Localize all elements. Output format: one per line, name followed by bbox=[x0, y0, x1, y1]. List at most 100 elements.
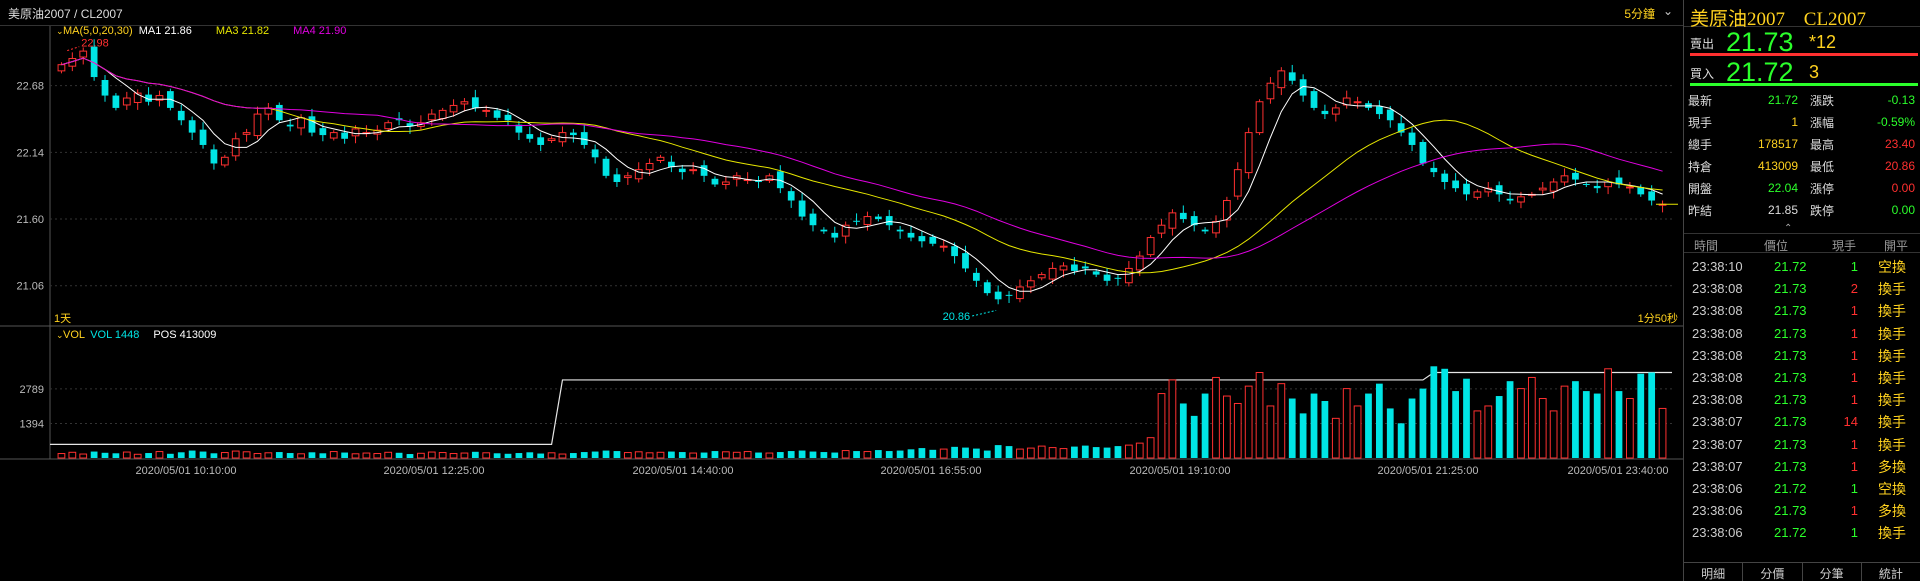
candle-body bbox=[1037, 274, 1046, 279]
tick-row[interactable]: 23:38:08 21.73 1 換手 bbox=[1684, 366, 1920, 388]
vol-tick-label: 2789 bbox=[20, 384, 44, 396]
kline-chart[interactable]: 22.68 22.14 21.60 21.06 2789 1394 MA(5,0,20,30… bbox=[0, 25, 1683, 581]
volume-bar bbox=[1321, 401, 1329, 458]
candle-body bbox=[406, 123, 414, 127]
candle-body bbox=[1071, 264, 1078, 271]
tick-row[interactable]: 23:38:08 21.73 1 換手 bbox=[1684, 299, 1920, 321]
tick-qty: 1 bbox=[1850, 480, 1858, 496]
ticks-list[interactable]: 23:38:10 21.72 1 空換 23:38:08 21.73 2 換手 23:38:08… bbox=[1684, 255, 1920, 543]
volume-bar bbox=[591, 451, 599, 458]
ma-legend-label: MA(5,0,20,30) bbox=[63, 26, 133, 37]
candle-body bbox=[983, 282, 991, 294]
candle-body bbox=[101, 80, 109, 96]
ask-row[interactable]: 賣出 21.73 *12 bbox=[1684, 27, 1920, 57]
candle-body bbox=[689, 169, 698, 172]
tick-time: 23:38:10 bbox=[1692, 259, 1743, 274]
stats-row: 昨結 21.85 跌停 0.00 bbox=[1684, 199, 1919, 221]
collapse-caret-icon[interactable]: ⌃ bbox=[1784, 223, 1793, 234]
low-marker: 20.86 bbox=[943, 311, 971, 323]
col-time: 時間 bbox=[1694, 239, 1719, 253]
instrument-code: CL2007 bbox=[1803, 9, 1867, 30]
tick-row[interactable]: 23:38:06 21.73 1 多換 bbox=[1684, 499, 1920, 521]
tab-detail[interactable]: 明細 bbox=[1684, 563, 1744, 581]
vol-legend: VOL VOL 1448 POS 413009 bbox=[63, 329, 216, 341]
volume-bar bbox=[242, 451, 251, 459]
volume-bar bbox=[1342, 388, 1351, 459]
high-marker-leader bbox=[67, 46, 80, 52]
tick-qty: 1 bbox=[1850, 303, 1858, 319]
tick-row[interactable]: 23:38:06 21.72 1 空換 bbox=[1684, 477, 1920, 499]
volume-bar bbox=[700, 452, 708, 458]
tick-row[interactable]: 23:38:07 21.73 14 換手 bbox=[1684, 410, 1920, 432]
ma1-legend: MA1 21.86 bbox=[139, 26, 192, 37]
volume-bar bbox=[809, 451, 817, 458]
volume-bar bbox=[286, 453, 294, 458]
candle-body bbox=[308, 116, 316, 133]
volume-bar bbox=[1146, 437, 1155, 459]
candle-body bbox=[1408, 132, 1416, 145]
candle-body bbox=[1375, 106, 1383, 115]
stats-row: 持倉 413009 最低 20.86 bbox=[1684, 155, 1919, 177]
bid-row[interactable]: 買入 21.72 3 bbox=[1684, 57, 1920, 87]
candle-body bbox=[951, 246, 958, 257]
tick-row[interactable]: 23:38:10 21.72 1 空換 bbox=[1684, 255, 1920, 277]
tab-stats[interactable]: 統計 bbox=[1878, 567, 1903, 581]
chevron-down-icon[interactable]: ⌄ bbox=[1662, 4, 1673, 18]
volume-bar bbox=[787, 451, 795, 458]
candle-body bbox=[351, 128, 360, 137]
candle-body bbox=[1146, 237, 1155, 256]
candle-body bbox=[1593, 185, 1601, 189]
candle-body bbox=[210, 149, 218, 164]
tick-price: 21.73 bbox=[1774, 325, 1807, 341]
candle-body bbox=[319, 128, 327, 136]
tick-type: 換手 bbox=[1878, 347, 1906, 364]
candle-body bbox=[1005, 294, 1013, 296]
tab-trades[interactable]: 分筆 bbox=[1803, 563, 1862, 581]
tick-type: 換手 bbox=[1878, 303, 1906, 320]
stat-label: 總手 bbox=[1688, 137, 1713, 152]
candle-body bbox=[1168, 212, 1177, 229]
tick-row[interactable]: 23:38:08 21.73 1 換手 bbox=[1684, 344, 1920, 366]
tick-row[interactable]: 23:38:08 21.73 2 換手 bbox=[1684, 277, 1920, 299]
candle-body bbox=[1288, 72, 1296, 81]
panel-title: 美原油2007 CL2007 bbox=[1684, 0, 1920, 30]
tab-price-dist[interactable]: 分價 bbox=[1743, 563, 1803, 581]
volume-bar bbox=[1549, 410, 1558, 459]
volume-bar bbox=[504, 453, 512, 458]
volume-bar bbox=[896, 450, 904, 458]
volume-bar bbox=[1386, 408, 1394, 458]
tick-row[interactable]: 23:38:07 21.73 1 多換 bbox=[1684, 455, 1920, 477]
tick-price: 21.73 bbox=[1774, 503, 1807, 519]
candle-body bbox=[1452, 180, 1459, 189]
candle-body bbox=[874, 216, 882, 220]
chart-svg[interactable]: 22.68 22.14 21.60 21.06 2789 1394 MA(5,0,20,30… bbox=[0, 25, 1683, 581]
tick-row[interactable]: 23:38:08 21.73 1 換手 bbox=[1684, 388, 1920, 410]
ma4-legend: MA4 21.90 bbox=[293, 26, 346, 37]
volume-bar bbox=[210, 453, 218, 458]
tick-type: 空換 bbox=[1878, 480, 1906, 497]
volume-bar bbox=[1277, 383, 1286, 459]
tick-row[interactable]: 23:38:07 21.73 1 換手 bbox=[1684, 433, 1920, 455]
tick-type: 多換 bbox=[1878, 458, 1906, 475]
candle-body bbox=[1637, 186, 1645, 195]
candle-body bbox=[1157, 224, 1166, 234]
tick-row[interactable]: 23:38:08 21.73 1 換手 bbox=[1684, 322, 1920, 344]
volume-bar bbox=[1124, 444, 1133, 459]
stat-value: 413009 bbox=[1757, 159, 1798, 173]
candle-body bbox=[1572, 172, 1579, 180]
volume-bar bbox=[90, 451, 98, 458]
volume-bar bbox=[645, 452, 654, 459]
interval-selector[interactable]: 5分鐘 bbox=[1624, 7, 1655, 21]
candle-body bbox=[700, 165, 708, 176]
volume-bar bbox=[460, 452, 469, 459]
candle-body bbox=[798, 200, 806, 217]
volume-bar bbox=[253, 453, 262, 459]
stat-label: 漲停 bbox=[1810, 181, 1835, 196]
tick-time: 23:38:07 bbox=[1692, 414, 1743, 430]
tick-price: 21.72 bbox=[1774, 259, 1807, 274]
volume-bar bbox=[907, 449, 915, 458]
tick-row[interactable]: 23:38:06 21.72 1 換手 bbox=[1684, 521, 1920, 543]
volume-bar bbox=[1223, 395, 1231, 459]
volume-bar bbox=[689, 452, 698, 459]
stat-label: 持倉 bbox=[1688, 159, 1713, 174]
